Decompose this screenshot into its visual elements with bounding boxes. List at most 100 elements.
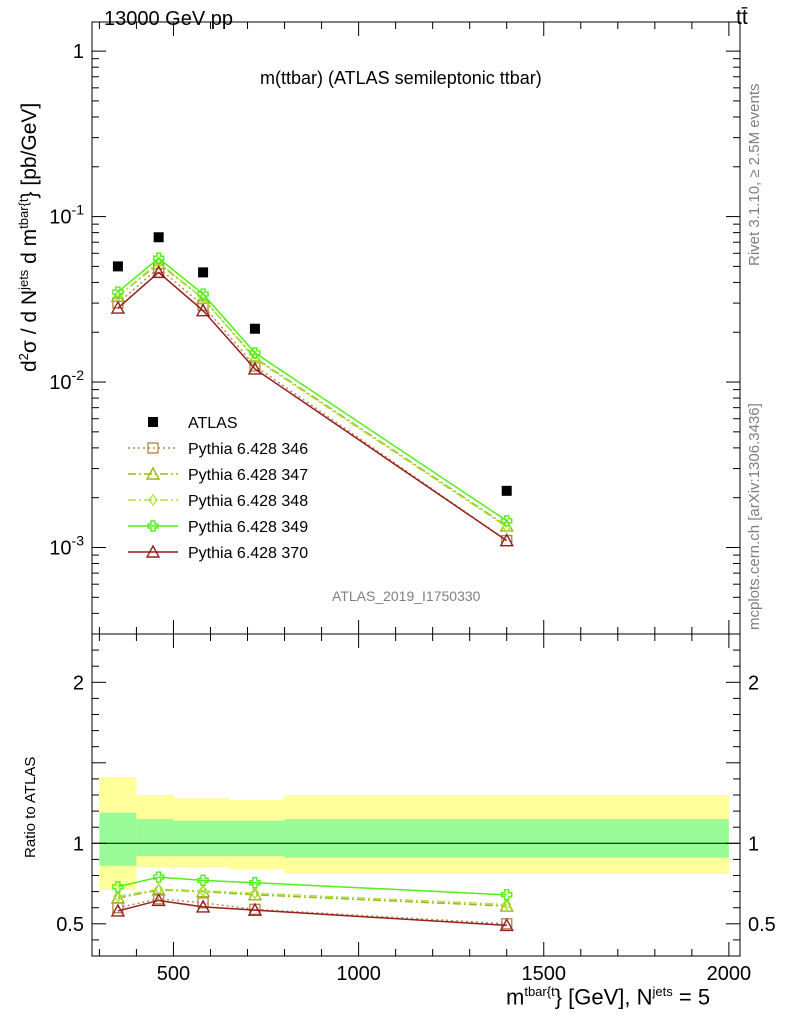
ratio-line	[117, 889, 507, 907]
data-point	[197, 897, 209, 909]
y-tick-label: 10-2	[49, 367, 84, 394]
x-axis-label: mtbar{t} [GeV], Njets = 5	[506, 984, 710, 1010]
ylabel-part: } [pb/GeV]	[18, 102, 41, 199]
data-point	[501, 485, 512, 496]
analysis-id-label: ATLAS_2019_I1750330	[332, 588, 481, 604]
ylabel-sup: tbar{t	[16, 198, 31, 229]
legend: ATLAS Pythia 6.428 346 Pythia 6.428 347 Pyt…	[128, 415, 308, 562]
data-point	[113, 890, 123, 903]
xlabel-part: m	[506, 984, 525, 1010]
ratio-line	[117, 898, 507, 925]
xlabel-sup: tbar{t	[524, 984, 555, 999]
data-point	[249, 877, 261, 889]
data-point	[195, 899, 211, 913]
data-point	[249, 323, 260, 334]
series-line	[117, 266, 508, 542]
data-point	[145, 544, 161, 558]
data-point	[249, 347, 261, 359]
data-point	[147, 442, 159, 454]
ratio-band-inner	[229, 820, 285, 857]
ratio-band-inner	[136, 819, 174, 857]
y-tick-label: 1	[73, 41, 84, 63]
data-point	[501, 515, 513, 527]
axis-ticks	[92, 22, 740, 957]
chart-title: m(ttbar) (ATLAS semileptonic ttbar)	[260, 68, 542, 88]
data-point	[198, 267, 209, 278]
legend-label: Pythia 6.428 348	[188, 493, 308, 510]
data-point	[195, 303, 211, 317]
main-frame	[91, 21, 741, 635]
data-point	[152, 871, 165, 883]
data-point	[153, 232, 164, 243]
series-line	[117, 261, 508, 528]
data-point	[197, 874, 209, 887]
ratio-uncertainty-bands	[99, 777, 729, 890]
legend-label: Pythia 6.428 349	[188, 519, 308, 536]
ratio-line	[117, 876, 507, 896]
xlabel-part: } [GeV], N	[554, 984, 653, 1010]
ratio-band-inner	[284, 819, 729, 858]
ratio-y-axis-label: Ratio to ATLAS	[22, 756, 39, 858]
data-point	[198, 884, 208, 897]
data-point	[147, 520, 159, 532]
series-line	[117, 262, 508, 527]
mcplots-label: mcplots.cern.ch [arXiv:1306.3436]	[746, 403, 763, 630]
legend-label: ATLAS	[188, 415, 238, 432]
legend-label: Pythia 6.428 370	[188, 545, 308, 562]
ylabel-part: d	[18, 360, 41, 372]
x-tick-label: 2000	[707, 963, 752, 985]
x-tick-label: 500	[157, 963, 190, 985]
ratio-series-group	[110, 871, 514, 932]
data-point	[501, 898, 512, 911]
legend-label: Pythia 6.428 346	[188, 441, 308, 458]
x-tick-label: 1500	[521, 963, 566, 985]
data-point	[499, 917, 514, 932]
ratio-y-tick-label-right: 0.5	[748, 914, 776, 936]
data-point	[110, 300, 126, 314]
data-point	[112, 261, 123, 272]
main-y-axis-label: d2σ / d Njets d mtbar{t} [pb/GeV]	[16, 103, 42, 372]
data-point	[151, 892, 166, 907]
data-point	[151, 264, 166, 279]
y-tick-label: 10-1	[49, 202, 84, 229]
collision-energy-label: 13000 GeV pp	[104, 8, 233, 30]
data-point	[197, 288, 209, 300]
data-point	[110, 903, 126, 917]
ylabel-part: σ / d N	[18, 289, 41, 354]
ratio-band-inner	[173, 820, 230, 857]
xlabel-part: = 5	[672, 984, 711, 1010]
process-label: tt̄	[736, 6, 748, 29]
ratio-y-tick-label: 1	[73, 833, 84, 855]
data-point	[112, 286, 124, 298]
ratio-y-tick-label-right: 1	[748, 833, 759, 855]
ratio-band-inner	[99, 812, 137, 866]
main-series-group	[110, 232, 514, 547]
ratio-line	[117, 899, 507, 927]
rivet-version-label: Rivet 3.1.10, ≥ 2.5M events	[746, 83, 763, 267]
ylabel-sup: jets	[16, 269, 31, 290]
data-point	[247, 361, 263, 375]
data-point	[249, 360, 261, 372]
data-point	[250, 887, 260, 900]
series-line	[117, 271, 508, 542]
ratio-y-tick-label: 2	[73, 672, 84, 694]
ratio-y-tick-label-right: 2	[748, 672, 759, 694]
data-point	[112, 881, 124, 893]
data-point	[145, 466, 161, 480]
data-point	[499, 533, 514, 547]
data-point	[247, 902, 263, 916]
data-point	[148, 417, 158, 427]
ratio-line	[117, 888, 507, 906]
ratio-y-tick-label: 0.5	[56, 914, 84, 936]
ylabel-part: d m	[18, 228, 41, 270]
legend-label: Pythia 6.428 347	[188, 467, 308, 484]
ylabel-sup: 2	[16, 353, 31, 361]
y-tick-label: 10-3	[49, 532, 84, 559]
series-line	[117, 257, 508, 522]
x-tick-label: 1000	[336, 963, 381, 985]
data-point	[152, 252, 165, 264]
data-point	[148, 493, 158, 507]
xlabel-sup: jets	[652, 984, 673, 999]
data-point	[501, 889, 513, 901]
